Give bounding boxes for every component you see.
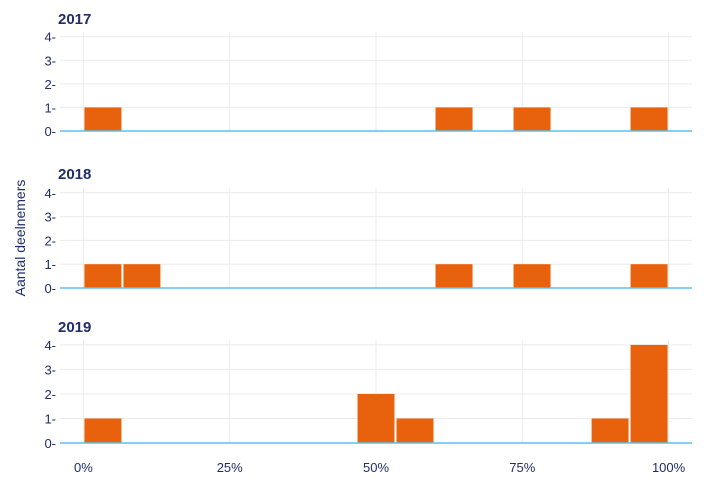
y-tick-label: 4- bbox=[44, 30, 56, 45]
panel-2019: 2019 0- 1- 2- 3- 4- bbox=[44, 319, 692, 451]
bar bbox=[84, 418, 122, 443]
y-tick-label: 3- bbox=[44, 210, 56, 225]
y-tick-label: 4- bbox=[44, 186, 56, 201]
x-tick-label: 0% bbox=[74, 460, 93, 475]
x-tick-label: 25% bbox=[217, 460, 243, 475]
bar bbox=[513, 264, 551, 288]
bar bbox=[513, 107, 551, 131]
y-tick-label: 3- bbox=[44, 53, 56, 68]
y-tick-label: 2- bbox=[44, 387, 56, 402]
panel-title: 2019 bbox=[58, 319, 91, 336]
x-tick-label: 100% bbox=[652, 460, 686, 475]
panel-2017: 2017 0- 1- 2- 3- 4- bbox=[44, 11, 692, 139]
y-tick-label: 0- bbox=[44, 124, 56, 139]
y-tick-label: 2- bbox=[44, 233, 56, 248]
y-axis-label: Aantal deelnemers bbox=[12, 180, 28, 297]
panel-title: 2018 bbox=[58, 166, 91, 183]
bar bbox=[396, 418, 434, 443]
y-tick-label: 0- bbox=[44, 281, 56, 296]
bar bbox=[84, 107, 122, 131]
bar bbox=[630, 344, 668, 443]
bar bbox=[591, 418, 629, 443]
bar bbox=[435, 107, 473, 131]
bar bbox=[630, 107, 668, 131]
y-tick-label: 1- bbox=[44, 411, 56, 426]
bar bbox=[357, 393, 395, 443]
panel-2018: 2018 0- 1- 2- 3- 4- bbox=[44, 166, 692, 296]
bar bbox=[84, 264, 122, 288]
y-tick-label: 1- bbox=[44, 100, 56, 115]
y-tick-label: 1- bbox=[44, 257, 56, 272]
bar bbox=[435, 264, 473, 288]
bar bbox=[630, 264, 668, 288]
y-tick-label: 4- bbox=[44, 338, 56, 353]
y-tick-label: 3- bbox=[44, 362, 56, 377]
panel-title: 2017 bbox=[58, 11, 91, 28]
x-tick-label: 75% bbox=[509, 460, 535, 475]
x-tick-label: 50% bbox=[363, 460, 389, 475]
y-tick-label: 2- bbox=[44, 77, 56, 92]
bar bbox=[123, 264, 161, 288]
y-tick-label: 0- bbox=[44, 436, 56, 451]
